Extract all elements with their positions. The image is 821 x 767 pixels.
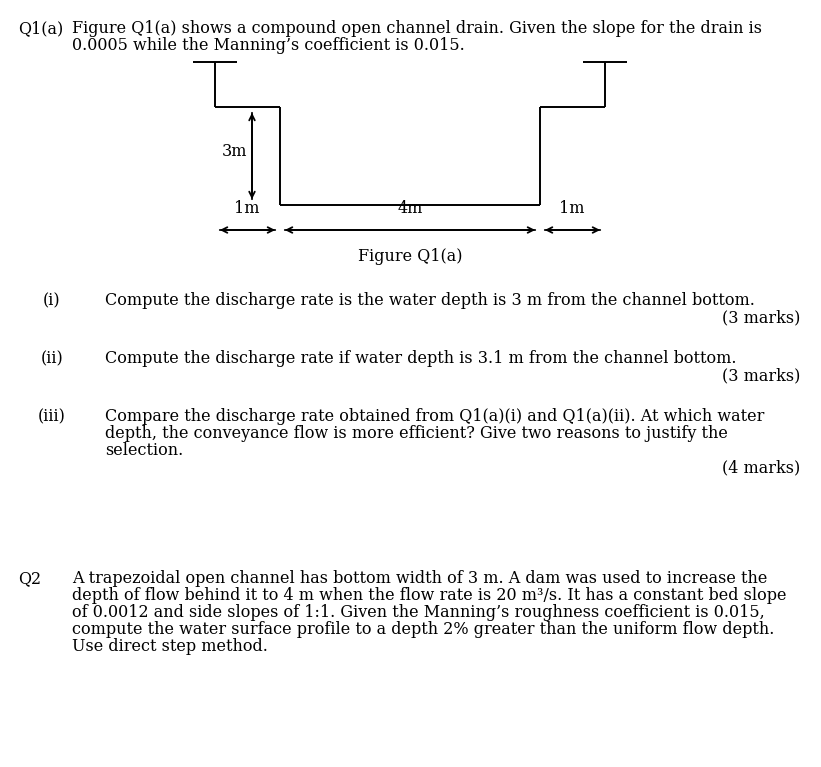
Text: Figure Q1(a) shows a compound open channel drain. Given the slope for the drain : Figure Q1(a) shows a compound open chann…: [72, 20, 762, 37]
Text: 0.0005 while the Manning’s coefficient is 0.015.: 0.0005 while the Manning’s coefficient i…: [72, 37, 465, 54]
Text: Compare the discharge rate obtained from Q1(a)(i) and Q1(a)(ii). At which water: Compare the discharge rate obtained from…: [105, 408, 764, 425]
Text: A trapezoidal open channel has bottom width of 3 m. A dam was used to increase t: A trapezoidal open channel has bottom wi…: [72, 570, 768, 587]
Text: Compute the discharge rate if water depth is 3.1 m from the channel bottom.: Compute the discharge rate if water dept…: [105, 350, 736, 367]
Text: (3 marks): (3 marks): [722, 367, 800, 384]
Text: 3m: 3m: [222, 143, 247, 160]
Text: 1m: 1m: [234, 200, 259, 217]
Text: Q2: Q2: [18, 570, 41, 587]
Text: 4m: 4m: [397, 200, 423, 217]
Text: depth, the conveyance flow is more efficient? Give two reasons to justify the: depth, the conveyance flow is more effic…: [105, 425, 728, 442]
Text: (iii): (iii): [38, 408, 66, 425]
Text: (4 marks): (4 marks): [722, 459, 800, 476]
Text: depth of flow behind it to 4 m when the flow rate is 20 m³/s. It has a constant : depth of flow behind it to 4 m when the …: [72, 587, 787, 604]
Text: Q1(a): Q1(a): [18, 20, 63, 37]
Text: of 0.0012 and side slopes of 1:1. Given the Manning’s roughness coefficient is 0: of 0.0012 and side slopes of 1:1. Given …: [72, 604, 764, 621]
Text: compute the water surface profile to a depth 2% greater than the uniform flow de: compute the water surface profile to a d…: [72, 621, 774, 638]
Text: Compute the discharge rate is the water depth is 3 m from the channel bottom.: Compute the discharge rate is the water …: [105, 292, 754, 309]
Text: (3 marks): (3 marks): [722, 309, 800, 326]
Text: Figure Q1(a): Figure Q1(a): [358, 248, 462, 265]
Text: (ii): (ii): [40, 350, 63, 367]
Text: selection.: selection.: [105, 442, 183, 459]
Text: Use direct step method.: Use direct step method.: [72, 638, 268, 655]
Text: 1m: 1m: [559, 200, 585, 217]
Text: (i): (i): [44, 292, 61, 309]
